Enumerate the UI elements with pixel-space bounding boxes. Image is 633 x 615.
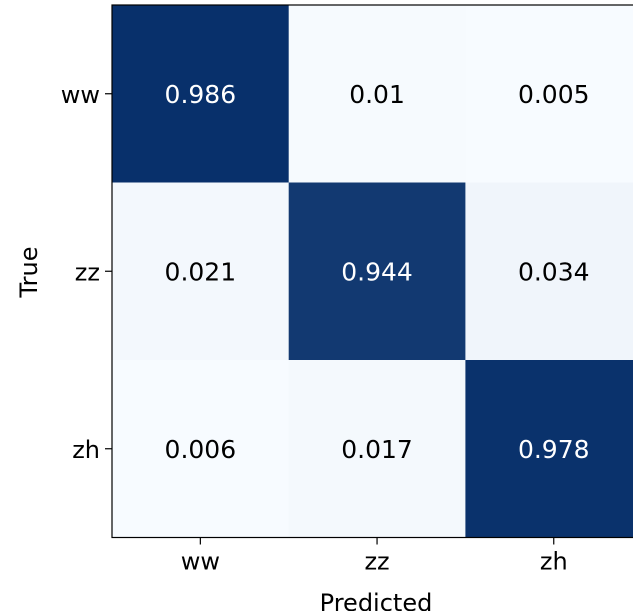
heatmap-cell-zz-zh — [465, 182, 633, 361]
cell-value-label: 0.017 — [341, 435, 413, 464]
cell-value-label: 0.01 — [349, 80, 405, 109]
y-axis-label: True — [15, 247, 43, 299]
cell-value-label: 0.034 — [518, 257, 590, 286]
cell-value-label: 0.986 — [165, 80, 237, 109]
cell-value-label: 0.978 — [518, 435, 590, 464]
cell-value-label: 0.944 — [341, 257, 413, 286]
cell-value-label: 0.021 — [165, 257, 237, 286]
heatmap-cells — [112, 5, 633, 538]
heatmap-cell-ww-zh — [465, 5, 633, 183]
y-tick-label: zh — [72, 436, 100, 464]
heatmap-cell-ww-zz — [288, 5, 466, 183]
x-tick-label: ww — [181, 548, 220, 576]
cell-value-label: 0.005 — [518, 80, 590, 109]
y-axis-ticks: ww zz zh — [61, 81, 112, 464]
heatmap-cell-zh-zz — [288, 360, 466, 538]
x-tick-label: zz — [364, 548, 389, 576]
x-tick-label: zh — [540, 548, 568, 576]
heatmap-cell-zz-zz — [288, 182, 466, 361]
y-tick-label: ww — [61, 81, 100, 109]
x-axis-label: Predicted — [320, 589, 433, 611]
x-axis-ticks: ww zz zh — [181, 537, 568, 576]
heatmap-value-labels: 0.986 0.01 0.005 0.021 0.944 0.034 0.006 0.017 0… — [165, 80, 590, 464]
cell-value-label: 0.006 — [165, 435, 237, 464]
heatmap-cell-ww-ww — [112, 5, 290, 183]
heatmap-cell-zz-ww — [112, 182, 290, 361]
y-tick-label: zz — [75, 258, 100, 286]
heatmap-cell-zh-zh — [465, 360, 633, 538]
heatmap-cell-zh-ww — [112, 360, 290, 538]
